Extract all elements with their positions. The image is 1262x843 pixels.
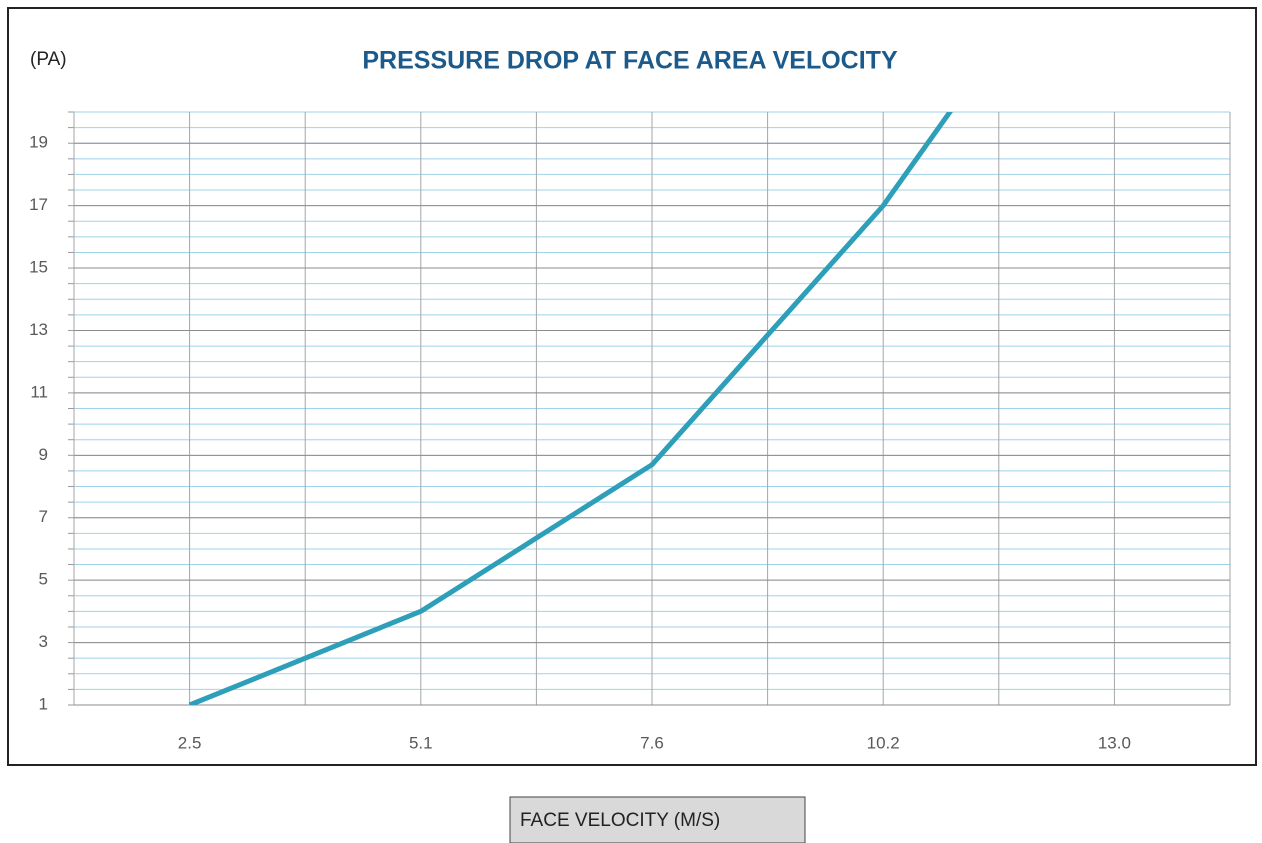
y-tick-label: 3 <box>39 632 48 651</box>
y-axis-label: (PA) <box>30 49 67 70</box>
x-tick-label: 7.6 <box>640 733 664 752</box>
x-tick-label: 10.2 <box>867 733 900 752</box>
data-line <box>188 112 953 705</box>
x-tick-label: 2.5 <box>178 733 202 752</box>
y-tick-label: 17 <box>29 195 48 214</box>
x-axis-label: FACE VELOCITY (M/S) <box>520 810 720 831</box>
y-tick-label: 7 <box>39 507 48 526</box>
y-tick-label: 13 <box>29 320 48 339</box>
y-tick-label: 9 <box>39 445 48 464</box>
y-tick-label: 1 <box>39 694 48 713</box>
x-tick-label: 13.0 <box>1098 733 1131 752</box>
x-tick-label: 5.1 <box>409 733 433 752</box>
y-tick-label: 11 <box>30 382 48 401</box>
y-tick-label: 5 <box>39 570 48 589</box>
y-tick-label: 15 <box>29 258 48 277</box>
chart-title: PRESSURE DROP AT FACE AREA VELOCITY <box>362 47 898 75</box>
y-tick-label: 19 <box>29 133 48 152</box>
x-label-box <box>509 796 806 843</box>
chart-frame <box>7 7 1257 766</box>
